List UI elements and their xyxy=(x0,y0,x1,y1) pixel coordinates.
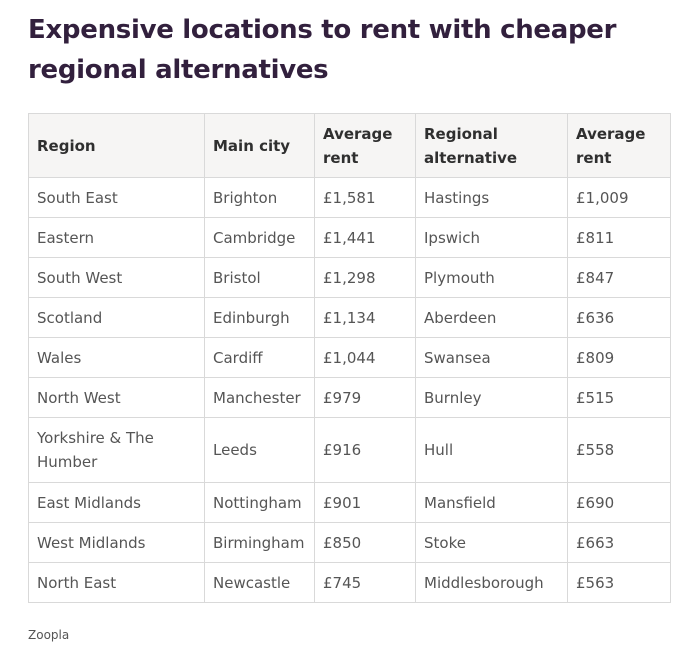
regional-alternative-cell: Ipswich xyxy=(415,217,568,258)
region-cell: Eastern xyxy=(28,217,205,258)
region-cell: North West xyxy=(28,377,205,418)
regional-alternative-cell: Swansea xyxy=(415,337,568,378)
table-row: Scotland Edinburgh £1,134 Aberdeen £636 xyxy=(28,297,671,338)
alternative-rent-cell: £558 xyxy=(567,417,671,483)
main-city-cell: Cambridge xyxy=(204,217,315,258)
table-row: South West Bristol £1,298 Plymouth £847 xyxy=(28,257,671,298)
table-row: Eastern Cambridge £1,441 Ipswich £811 xyxy=(28,217,671,258)
average-rent-cell: £1,441 xyxy=(314,217,416,258)
regional-alternative-cell: Hull xyxy=(415,417,568,483)
main-city-cell: Cardiff xyxy=(204,337,315,378)
average-rent-cell: £979 xyxy=(314,377,416,418)
main-city-cell: Leeds xyxy=(204,417,315,483)
column-header-alternative-average-rent: Average rent xyxy=(567,113,671,178)
average-rent-cell: £901 xyxy=(314,482,416,523)
alternative-rent-cell: £1,009 xyxy=(567,177,671,218)
regional-alternative-cell: Hastings xyxy=(415,177,568,218)
alternative-rent-cell: £563 xyxy=(567,562,671,603)
main-city-cell: Edinburgh xyxy=(204,297,315,338)
table-header-row: Region Main city Average rent Regional a… xyxy=(28,113,671,178)
main-city-cell: Birmingham xyxy=(204,522,315,563)
average-rent-cell: £916 xyxy=(314,417,416,483)
source-credit: Zoopla xyxy=(28,628,70,642)
average-rent-cell: £1,298 xyxy=(314,257,416,298)
region-cell: Wales xyxy=(28,337,205,378)
average-rent-cell: £745 xyxy=(314,562,416,603)
region-cell: Scotland xyxy=(28,297,205,338)
average-rent-cell: £1,044 xyxy=(314,337,416,378)
main-city-cell: Nottingham xyxy=(204,482,315,523)
region-cell: South West xyxy=(28,257,205,298)
alternative-rent-cell: £811 xyxy=(567,217,671,258)
region-cell: Yorkshire & The Humber xyxy=(28,417,205,483)
average-rent-cell: £1,134 xyxy=(314,297,416,338)
main-city-cell: Manchester xyxy=(204,377,315,418)
regional-alternative-cell: Aberdeen xyxy=(415,297,568,338)
region-cell: East Midlands xyxy=(28,482,205,523)
column-header-average-rent: Average rent xyxy=(314,113,416,178)
column-header-region: Region xyxy=(28,113,205,178)
main-city-cell: Brighton xyxy=(204,177,315,218)
regional-alternative-cell: Burnley xyxy=(415,377,568,418)
average-rent-cell: £850 xyxy=(314,522,416,563)
table-row: Wales Cardiff £1,044 Swansea £809 xyxy=(28,337,671,378)
alternative-rent-cell: £809 xyxy=(567,337,671,378)
table-row: South East Brighton £1,581 Hastings £1,0… xyxy=(28,177,671,218)
regional-alternative-cell: Mansfield xyxy=(415,482,568,523)
table-row: East Midlands Nottingham £901 Mansfield … xyxy=(28,482,671,523)
average-rent-cell: £1,581 xyxy=(314,177,416,218)
table-row: Yorkshire & The Humber Leeds £916 Hull £… xyxy=(28,417,671,483)
region-cell: North East xyxy=(28,562,205,603)
main-city-cell: Newcastle xyxy=(204,562,315,603)
column-header-regional-alternative: Regional alternative xyxy=(415,113,568,178)
regional-alternative-cell: Plymouth xyxy=(415,257,568,298)
main-city-cell: Bristol xyxy=(204,257,315,298)
table-row: North West Manchester £979 Burnley £515 xyxy=(28,377,671,418)
page-title: Expensive locations to rent with cheaper… xyxy=(28,15,617,85)
alternative-rent-cell: £636 xyxy=(567,297,671,338)
alternative-rent-cell: £663 xyxy=(567,522,671,563)
rent-table: Region Main city Average rent Regional a… xyxy=(28,113,671,603)
region-cell: South East xyxy=(28,177,205,218)
column-header-main-city: Main city xyxy=(204,113,315,178)
table-row: West Midlands Birmingham £850 Stoke £663 xyxy=(28,522,671,563)
table-row: North East Newcastle £745 Middlesborough… xyxy=(28,562,671,603)
regional-alternative-cell: Middlesborough xyxy=(415,562,568,603)
alternative-rent-cell: £847 xyxy=(567,257,671,298)
alternative-rent-cell: £515 xyxy=(567,377,671,418)
regional-alternative-cell: Stoke xyxy=(415,522,568,563)
region-cell: West Midlands xyxy=(28,522,205,563)
alternative-rent-cell: £690 xyxy=(567,482,671,523)
